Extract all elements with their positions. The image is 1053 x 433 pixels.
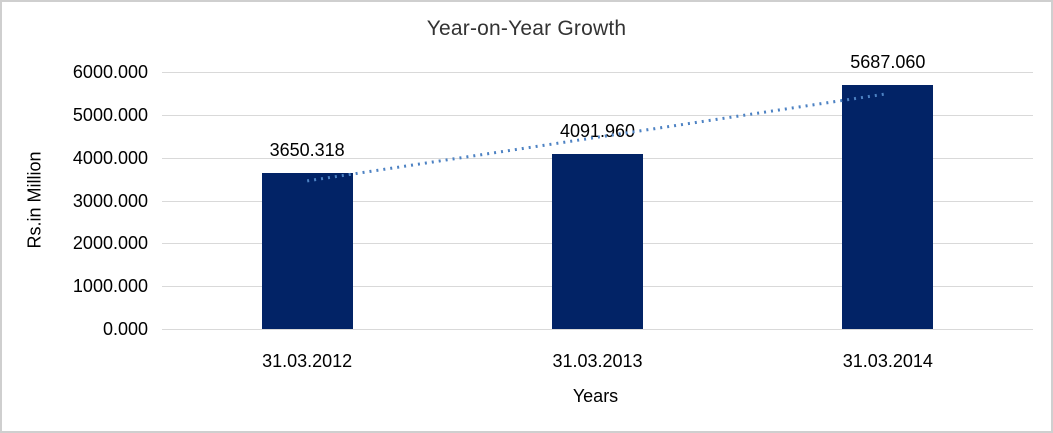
data-label: 3650.318: [269, 139, 345, 160]
data-label: 5687.060: [850, 52, 926, 73]
y-tick-label: 6000.000: [72, 62, 148, 82]
bar: [552, 153, 643, 329]
y-tick-label: 3000.000: [72, 191, 148, 211]
x-category-label: 31.03.2013: [552, 351, 643, 371]
gridline: [162, 329, 1033, 330]
y-tick-label: 1000.000: [72, 276, 148, 296]
chart-title: Year-on-Year Growth: [426, 17, 627, 40]
bar: [261, 172, 353, 329]
y-tick-label: 4000.000: [72, 148, 148, 168]
y-tick-label: 5000.000: [72, 105, 148, 125]
x-category-label: 31.03.2014: [842, 351, 933, 371]
x-axis-title: Years: [572, 386, 619, 406]
x-category-label: 31.03.2012: [262, 351, 353, 371]
data-label: 4091.960: [559, 120, 636, 141]
y-tick-label: 0.000: [102, 319, 148, 339]
bar: [842, 85, 934, 329]
gridline: [162, 72, 1033, 73]
y-tick-label: 2000.000: [72, 233, 148, 253]
